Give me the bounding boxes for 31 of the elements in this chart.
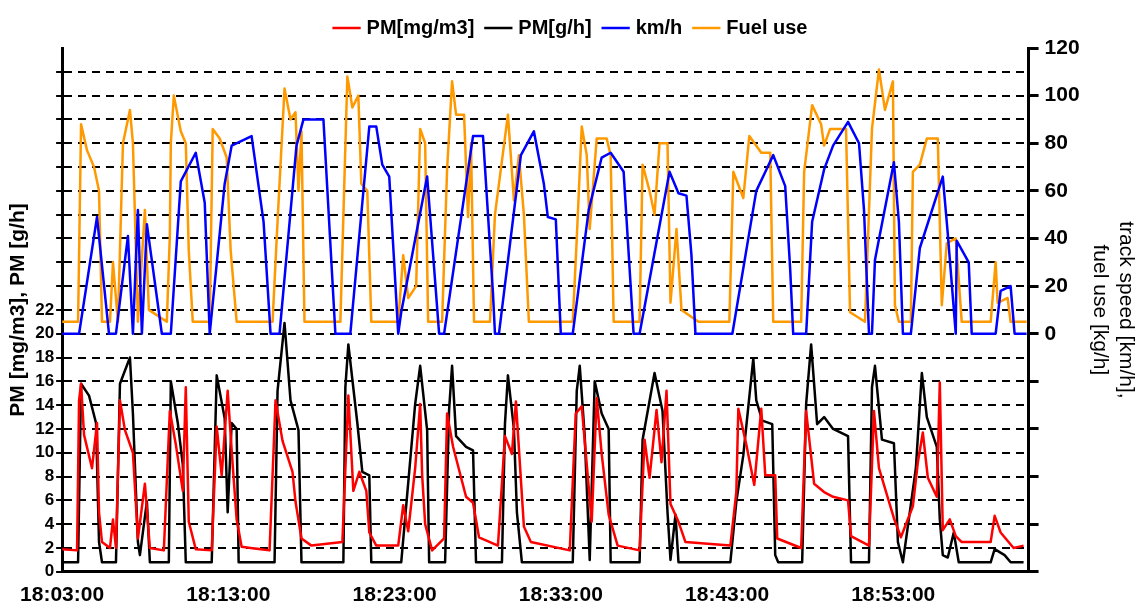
y-tick-label: 20 bbox=[35, 323, 55, 343]
legend-label: km/h bbox=[635, 15, 683, 38]
x-tick-label: 18:53:00 bbox=[851, 582, 936, 606]
x-tick-label: 18:33:00 bbox=[518, 582, 603, 606]
y-tick-label: 2 bbox=[44, 537, 55, 557]
y2-tick-label: 80 bbox=[1044, 130, 1068, 154]
y2-tick-label: 120 bbox=[1044, 34, 1080, 58]
y2-axis-title: track speed [km/h], fuel use [kg/h] bbox=[1090, 221, 1139, 399]
x-tick-label: 18:13:00 bbox=[186, 582, 271, 606]
x-tick-label: 18:03:00 bbox=[20, 582, 105, 606]
x-tick-label: 18:43:00 bbox=[685, 582, 770, 606]
y-tick-label: 0 bbox=[44, 561, 55, 581]
y-tick-label: 16 bbox=[35, 371, 55, 391]
y-tick-label: 10 bbox=[35, 442, 55, 462]
y2-tick-label: 100 bbox=[1044, 82, 1080, 106]
y2-tick-label: 0 bbox=[1044, 320, 1057, 344]
y-tick-label: 18 bbox=[35, 347, 55, 367]
y2-tick-label: 20 bbox=[1044, 272, 1068, 296]
y-tick-label: 8 bbox=[44, 466, 55, 486]
y2-tick-label: 40 bbox=[1044, 225, 1068, 249]
y-tick-label: 14 bbox=[35, 394, 55, 414]
y-axis-title: PM [mg/m3], PM [g/h] bbox=[5, 203, 29, 417]
y-tick-label: 6 bbox=[44, 490, 55, 510]
y-tick-label: 22 bbox=[35, 299, 55, 319]
x-tick-label: 18:23:00 bbox=[352, 582, 437, 606]
y2-tick-label: 60 bbox=[1044, 177, 1068, 201]
legend-label: PM[g/h] bbox=[518, 15, 592, 38]
legend-label: Fuel use bbox=[726, 15, 808, 38]
legend-label: PM[mg/m3] bbox=[366, 15, 475, 38]
y-tick-label: 4 bbox=[44, 513, 55, 533]
y-tick-label: 12 bbox=[35, 418, 55, 438]
